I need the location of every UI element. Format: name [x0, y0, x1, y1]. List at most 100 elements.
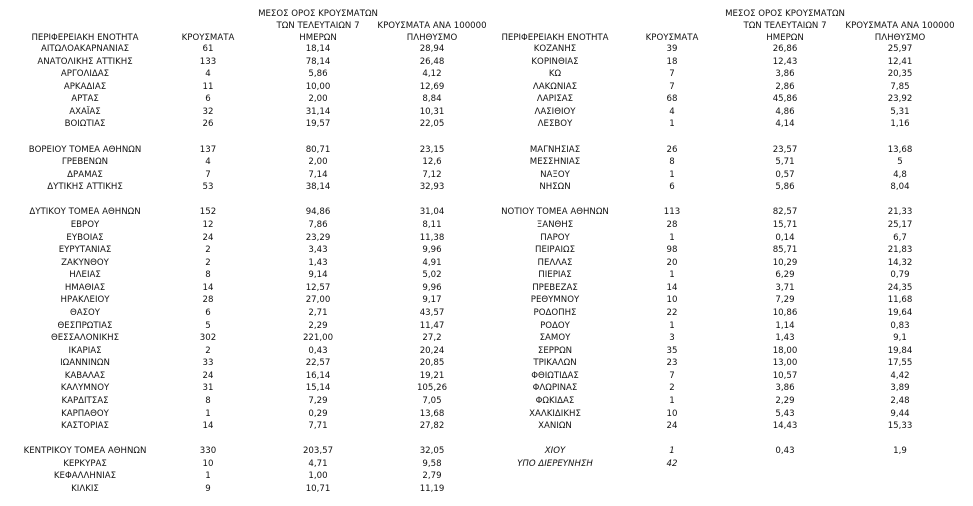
- cell-value: 1: [205, 408, 211, 419]
- cell-value: 23,29: [305, 232, 331, 243]
- region-name: ΚΕΡΚΥΡΑΣ: [63, 458, 107, 469]
- region-name: ΕΥΡΥΤΑΝΙΑΣ: [58, 245, 112, 256]
- cell-value: 31,04: [419, 207, 445, 218]
- header-cell: ΤΩΝ ΤΕΛΕΥΤΑΙΩΝ 7: [276, 21, 360, 31]
- region-name: ΛΑΚΩΝΙΑΣ: [532, 81, 578, 92]
- cell-value: 4: [205, 157, 211, 168]
- cell-value: 11,68: [887, 295, 913, 306]
- cell-value: 42: [666, 458, 678, 469]
- cell-value: 7: [669, 69, 675, 80]
- cell-value: 3: [669, 333, 675, 344]
- cell-value: 18,00: [772, 345, 798, 356]
- cell-value: 24: [666, 421, 678, 432]
- region-name: ΚΑΡΔΙΤΣΑΣ: [61, 395, 109, 406]
- cell-value: 4,86: [775, 106, 795, 117]
- cell-value: 4,71: [308, 458, 328, 469]
- cell-value: 21,33: [887, 207, 913, 218]
- region-name: ΦΘΙΩΤΙΔΑΣ: [531, 370, 579, 381]
- cell-value: 2: [205, 345, 211, 356]
- region-name: ΚΑΣΤΟΡΙΑΣ: [61, 421, 109, 432]
- cell-value: 14: [202, 282, 214, 293]
- cell-value: 23,92: [887, 94, 913, 105]
- cell-value: 5,02: [422, 270, 442, 281]
- cell-value: 10,71: [305, 483, 331, 494]
- cell-value: 330: [199, 446, 217, 457]
- cell-value: 0,14: [775, 232, 795, 243]
- cell-value: 7,14: [308, 169, 328, 180]
- cell-value: 24,35: [887, 282, 913, 293]
- cell-value: 1: [669, 270, 675, 281]
- cell-value: 4: [669, 106, 675, 117]
- region-name: ΚΕΝΤΡΙΚΟΥ ΤΟΜΕΑ ΑΘΗΝΩΝ: [23, 446, 147, 457]
- cell-value: 26: [202, 119, 214, 130]
- cell-value: 5,86: [775, 182, 795, 193]
- cell-value: 27,00: [305, 295, 331, 306]
- cell-value: 203,57: [302, 446, 334, 457]
- cell-value: 25,97: [887, 44, 913, 54]
- region-name: ΗΡΑΚΛΕΙΟΥ: [60, 295, 110, 306]
- region-name: ΘΕΣΣΑΛΟΝΙΚΗΣ: [50, 333, 120, 344]
- cell-value: 0,43: [775, 446, 795, 457]
- region-name: ΑΝΑΤΟΛΙΚΗΣ ΑΤΤΙΚΗΣ: [37, 56, 133, 67]
- header-cell: ΠΛΗΘΥΣΜΟ: [874, 33, 926, 43]
- header-cell: ΚΡΟΥΣΜΑΤΑ: [181, 33, 235, 43]
- region-name: ΑΡΚΑΔΙΑΣ: [63, 81, 107, 92]
- cell-value: 5,71: [775, 157, 795, 168]
- cell-value: 31,14: [305, 106, 331, 117]
- cell-value: 2,48: [890, 395, 910, 406]
- cell-value: 5,43: [775, 408, 795, 419]
- cell-value: 24: [202, 232, 214, 243]
- region-name: ΠΕΛΛΑΣ: [537, 257, 573, 268]
- cell-value: 2,79: [422, 471, 442, 482]
- cell-value: 10,31: [419, 106, 445, 117]
- cell-value: 17,55: [887, 358, 913, 369]
- cell-value: 5,86: [308, 69, 328, 80]
- cell-value: 33: [202, 358, 214, 369]
- cell-value: 1: [669, 446, 675, 457]
- cell-value: 28: [202, 295, 214, 306]
- cell-value: 32,93: [419, 182, 445, 193]
- cell-value: 8,11: [422, 219, 442, 230]
- cell-value: 2,00: [308, 94, 328, 105]
- cell-value: 26,86: [772, 44, 798, 54]
- cell-value: 3,43: [308, 245, 328, 256]
- cell-value: 80,71: [305, 144, 331, 155]
- cell-value: 1: [669, 320, 675, 331]
- cell-value: 8,04: [890, 182, 910, 193]
- cell-value: 9,17: [422, 295, 442, 306]
- region-name: ΠΙΕΡΙΑΣ: [538, 270, 572, 281]
- cell-value: 1,00: [308, 471, 328, 482]
- cell-value: 152: [199, 207, 217, 218]
- cell-value: 133: [199, 56, 217, 67]
- cell-value: 105,26: [416, 383, 448, 394]
- cell-value: 7: [205, 169, 211, 180]
- region-name: ΡΕΘΥΜΝΟΥ: [530, 295, 580, 306]
- cell-value: 31: [202, 383, 214, 394]
- cell-value: 302: [199, 333, 217, 344]
- region-name: ΔΡΑΜΑΣ: [67, 169, 103, 180]
- region-name: ΗΛΕΙΑΣ: [69, 270, 101, 281]
- cell-value: 4,12: [422, 69, 442, 80]
- region-name: ΠΑΡΟΥ: [540, 232, 570, 243]
- cell-value: 221,00: [302, 333, 334, 344]
- cell-value: 26,48: [419, 56, 445, 67]
- cell-value: 3,89: [890, 383, 910, 394]
- region-name: ΕΒΡΟΥ: [70, 219, 100, 230]
- region-name: ΥΠΟ ΔΙΕΡΕΥΝΗΣΗ: [517, 458, 593, 469]
- cell-value: 11: [202, 81, 214, 92]
- header-cell: ΚΡΟΥΣΜΑΤΑ: [645, 33, 699, 43]
- cell-value: 12: [202, 219, 214, 230]
- cell-value: 1,43: [775, 333, 795, 344]
- cell-value: 12,6: [422, 157, 442, 168]
- cell-value: 1,43: [308, 257, 328, 268]
- cell-value: 61: [202, 44, 214, 54]
- region-name: ΡΟΔΟΠΗΣ: [533, 307, 577, 318]
- cell-value: 1: [669, 232, 675, 243]
- cell-value: 20,24: [419, 345, 445, 356]
- header-cell: ΠΛΗΘΥΣΜΟ: [406, 33, 458, 43]
- cell-value: 0,79: [890, 270, 910, 281]
- cell-value: 43,57: [419, 307, 445, 318]
- header-cell: ΠΕΡΙΦΕΡΕΙΑΚΗ ΕΝΟΤΗΤΑ: [31, 33, 139, 43]
- cell-value: 11,47: [419, 320, 445, 331]
- cell-value: 28,94: [419, 44, 445, 54]
